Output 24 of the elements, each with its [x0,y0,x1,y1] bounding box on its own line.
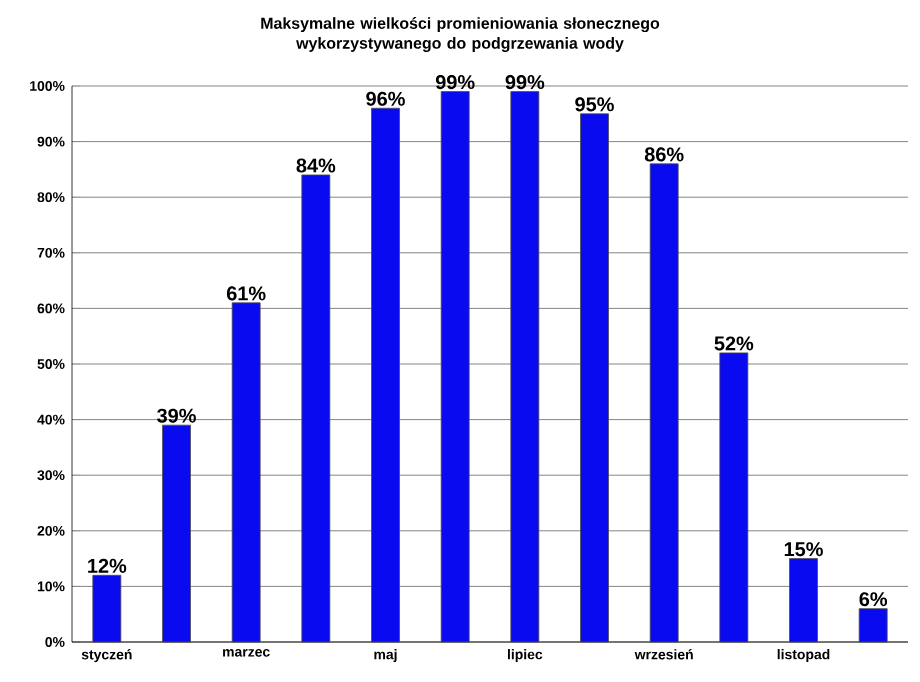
bar [371,107,400,643]
data-label: 86% [644,147,684,162]
data-label: 15% [784,542,823,557]
bar [719,352,749,643]
data-label: 61% [226,286,266,301]
bar [301,174,331,643]
bar [858,608,888,643]
data-label: 96% [366,91,405,106]
bar [649,163,679,643]
data-label: 39% [157,408,196,423]
data-label: 12% [88,558,127,573]
data-label: 52% [714,336,754,351]
data-label: 6% [859,592,888,607]
bar [789,558,818,643]
bar [440,91,470,643]
data-label: 95% [575,97,614,112]
data-label: 99% [435,75,475,90]
bar [162,424,191,643]
bar [92,574,122,643]
data-label: 84% [296,158,336,173]
bar [510,91,540,643]
bar [580,113,609,643]
bar [231,302,261,643]
data-label: 99% [505,75,545,90]
